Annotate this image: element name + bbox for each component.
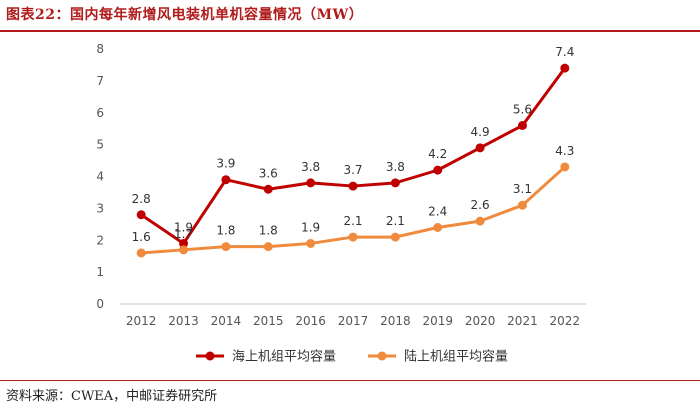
data-point (348, 232, 358, 242)
data-point (263, 242, 273, 252)
data-point (517, 200, 527, 210)
x-tick-label: 2020 (465, 314, 496, 328)
data-label: 1.8 (259, 224, 278, 238)
data-point (348, 181, 358, 191)
data-point (221, 242, 231, 252)
source-rule (0, 380, 700, 381)
data-point (306, 238, 316, 248)
data-point (263, 184, 273, 194)
x-tick-label: 2018 (380, 314, 411, 328)
data-label: 4.2 (428, 147, 447, 161)
data-point (517, 121, 527, 130)
data-point (475, 143, 485, 153)
x-tick-label: 2021 (507, 314, 538, 328)
data-label: 1.9 (174, 220, 193, 234)
data-point (433, 165, 443, 175)
y-tick-label: 7 (96, 74, 104, 88)
legend: 海上机组平均容量 陆上机组平均容量 (196, 349, 508, 365)
source-note: 资料来源：CWEA，中邮证券研究所 (6, 389, 218, 404)
data-label: 3.6 (259, 166, 278, 180)
tick-labels: 0 1 2 3 4 5 6 7 8 2012 2013 2014 2015 2016 2017 2018 201… (96, 42, 580, 328)
y-tick-label: 2 (96, 233, 104, 247)
x-tick-label: 2015 (253, 314, 284, 328)
x-tick-label: 2013 (168, 314, 199, 328)
data-label: 3.9 (216, 157, 235, 171)
data-label: 2.1 (343, 214, 362, 228)
title-rule (0, 30, 700, 32)
data-point (390, 178, 400, 188)
data-label: 4.9 (471, 125, 490, 139)
data-label: 3.8 (386, 160, 405, 174)
y-tick-label: 8 (96, 42, 104, 56)
y-tick-label: 0 (96, 297, 104, 311)
data-label: 7.4 (555, 45, 574, 59)
data-label: 2.1 (386, 214, 405, 228)
data-label: 2.8 (132, 192, 151, 206)
data-label: 5.6 (513, 103, 532, 117)
figure-title: 图表22：国内每年新增风电装机单机容量情况（MW） (6, 7, 364, 23)
y-tick-label: 3 (96, 201, 104, 215)
x-tick-label: 2012 (126, 314, 157, 328)
legend-swatch-marker (205, 351, 215, 361)
x-tick-label: 2017 (338, 314, 369, 328)
data-label: 2.4 (428, 205, 447, 219)
x-tick-label: 2014 (211, 314, 242, 328)
data-label: 1.9 (301, 220, 320, 234)
data-label: 3.7 (343, 163, 362, 177)
data-point (560, 162, 570, 172)
legend-label: 海上机组平均容量 (232, 349, 336, 365)
x-tick-label: 2016 (295, 314, 326, 328)
series-points (136, 63, 570, 258)
data-point (221, 175, 231, 185)
data-label: 1.8 (216, 224, 235, 238)
y-tick-label: 5 (96, 138, 104, 152)
data-point (136, 210, 146, 220)
x-tick-label: 2022 (550, 314, 581, 328)
data-labels: 2.81.93.93.6 3.8 3.7 3.84.24.95.67.41.6 1.7 1… (132, 45, 575, 244)
data-point (475, 216, 485, 226)
data-point (136, 248, 146, 258)
data-label: 2.6 (471, 198, 490, 212)
legend-swatch-marker (377, 351, 387, 361)
y-tick-label: 1 (96, 265, 104, 279)
y-tick-label: 6 (96, 106, 104, 120)
data-label: 4.3 (555, 144, 574, 158)
data-label: 3.1 (513, 182, 532, 196)
data-label: 1.6 (132, 230, 151, 244)
legend-label: 陆上机组平均容量 (404, 349, 508, 365)
data-point (433, 223, 443, 232)
x-tick-label: 2019 (422, 314, 453, 328)
data-point (179, 238, 189, 248)
y-tick-label: 4 (96, 170, 104, 184)
data-point (179, 245, 189, 255)
data-point (560, 63, 570, 73)
data-point (306, 178, 316, 188)
data-point (390, 232, 400, 242)
data-label: 3.8 (301, 160, 320, 174)
data-label: 1.7 (174, 227, 193, 241)
